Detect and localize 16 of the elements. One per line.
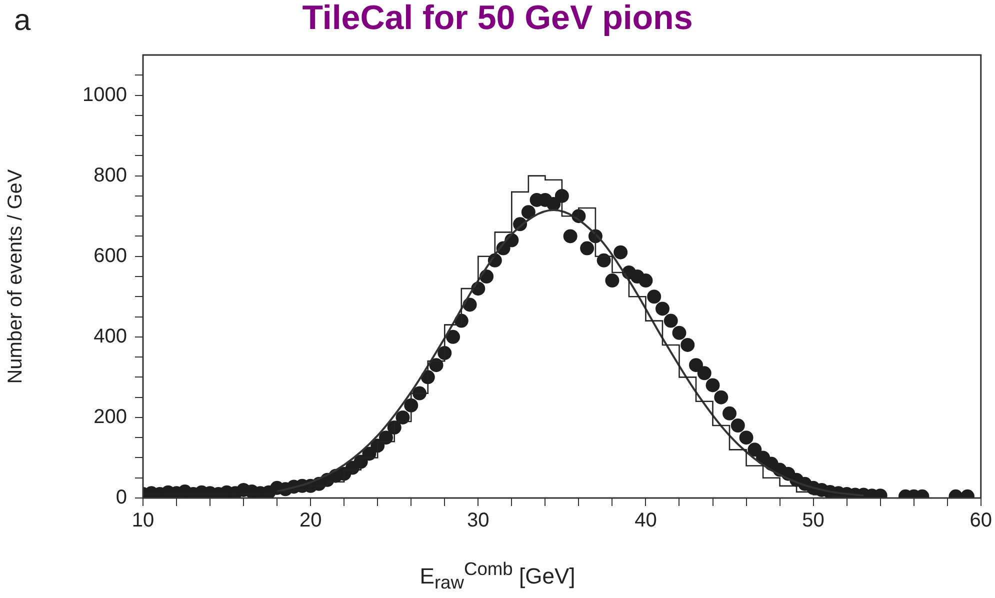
y-tick-label: 0 — [116, 486, 127, 509]
x-tick-label: 10 — [132, 510, 154, 532]
x-tick-label: 60 — [970, 510, 992, 532]
x-tick-label: 20 — [299, 510, 322, 532]
x-tick-label: 40 — [634, 510, 657, 532]
y-tick-label: 400 — [94, 325, 127, 348]
y-tick-label: 800 — [94, 164, 127, 186]
y-tick-label: 600 — [94, 244, 127, 267]
y-axis-title: Number of events / GeV — [4, 168, 27, 384]
chart-title: TileCal for 50 GeV pions — [302, 0, 693, 37]
x-tick-label: 30 — [467, 510, 490, 532]
y-tick-label: 200 — [94, 406, 127, 428]
text: a — [14, 4, 31, 38]
y-tick-label: 1000 — [82, 84, 127, 106]
x-tick-label: 50 — [802, 510, 824, 532]
x-axis-title: E$_{raw}$$^{Comb}$ [GeV] — [418, 558, 576, 594]
